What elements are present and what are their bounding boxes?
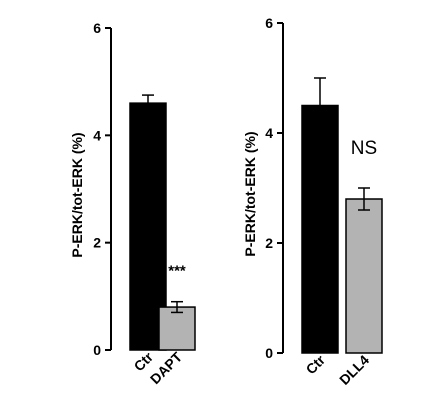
y-tick-label: 0 [93, 342, 101, 358]
bar-dapt [158, 306, 196, 351]
y-axis-title: P-ERK/tot-ERK (%) [69, 132, 85, 257]
y-tick-label: 2 [265, 235, 273, 251]
category-label-ctr: Ctr [302, 351, 328, 377]
significance-annotation: *** [168, 263, 186, 280]
y-axis-title: P-ERK/tot-ERK (%) [242, 131, 258, 256]
y-tick-label: 0 [265, 345, 273, 361]
y-tick-label: 4 [265, 125, 273, 141]
bar-ctr [301, 104, 339, 354]
y-tick-label: 6 [265, 15, 273, 31]
chart-panel-right: 0 2 4 6 P-ERK/tot-ERK (%) Ctr DLL4 NS [242, 15, 383, 388]
bar-dll4 [345, 198, 383, 354]
y-tick-label: 4 [93, 127, 101, 143]
y-tick-label: 6 [93, 20, 101, 36]
y-tick-label: 2 [93, 235, 101, 251]
significance-annotation: NS [351, 138, 377, 159]
category-label-dll4: DLL4 [336, 352, 372, 388]
category-label-dapt: DAPT [147, 349, 186, 388]
